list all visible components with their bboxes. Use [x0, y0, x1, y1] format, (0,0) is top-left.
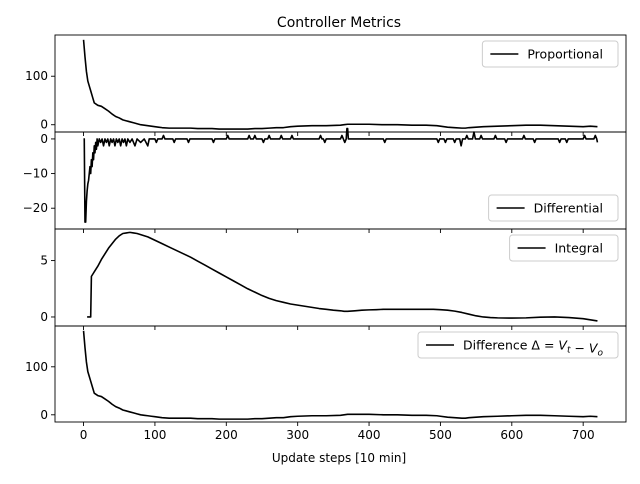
legend-box-differential	[488, 194, 619, 222]
x-tick-label: 200	[215, 428, 238, 442]
x-tick-label: 500	[429, 428, 452, 442]
panel-integral: 0 5 Integral	[40, 228, 627, 330]
legend-integral: Integral	[509, 234, 619, 262]
panel-differential: −20 −10 0 Differential	[23, 127, 627, 233]
x-tick-label: 700	[572, 428, 595, 442]
panel-difference: 0 100 0 100 200 300 400 500 600 700 Difference Δ =…	[25, 325, 627, 442]
series-line-integral	[87, 231, 598, 322]
legend-label-differential: Differential	[534, 201, 603, 216]
legend-box-integral	[509, 234, 619, 262]
legend-box-difference	[417, 331, 619, 359]
y-tick-label-proportional: 0	[40, 118, 48, 132]
y-tick-label-difference: 100	[25, 360, 48, 374]
y-tick-label-integral: 0	[40, 310, 48, 324]
legend-difference: Difference Δ = Vt − Vo	[417, 331, 619, 359]
x-tick-label: 300	[286, 428, 309, 442]
y-tick-label-differential: −20	[23, 201, 48, 215]
x-tick-label: 100	[143, 428, 166, 442]
y-tick-label-differential: 0	[40, 132, 48, 146]
x-tick-label: 0	[80, 428, 88, 442]
legend-differential: Differential	[488, 194, 619, 222]
chart-title: Controller Metrics	[277, 15, 401, 31]
legend-label-difference: Difference Δ = Vt − Vo	[463, 338, 603, 359]
y-tick-label-difference: 0	[40, 408, 48, 422]
x-tick-label: 600	[500, 428, 523, 442]
legend-label-integral: Integral	[555, 241, 603, 256]
y-tick-label-differential: −10	[23, 167, 48, 181]
legend-proportional: Proportional	[481, 40, 619, 68]
legend-box-proportional	[481, 40, 619, 68]
legend-label-proportional: Proportional	[527, 47, 603, 62]
panel-frame-difference	[54, 325, 627, 423]
x-axis-label: Update steps [10 min]	[272, 451, 406, 465]
series-line-differential	[83, 127, 599, 223]
y-tick-label-integral: 5	[40, 254, 48, 268]
series-line-difference	[82, 330, 598, 420]
x-tick-label: 400	[358, 428, 381, 442]
series-line-proportional	[82, 39, 598, 130]
y-tick-label-proportional: 100	[25, 69, 48, 83]
